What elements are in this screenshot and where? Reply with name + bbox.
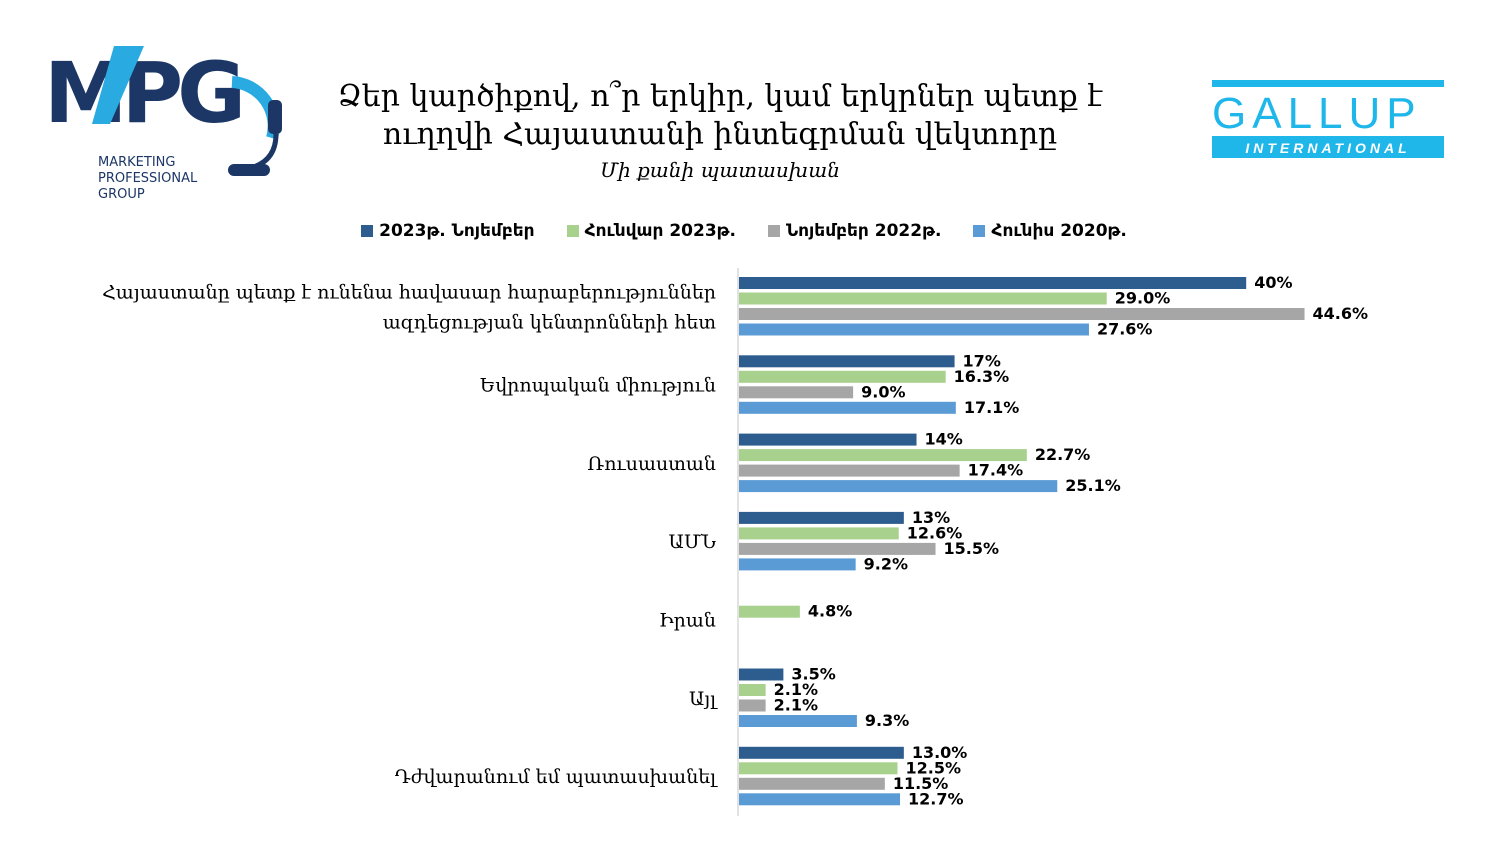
bar — [739, 777, 885, 790]
data-label: 14% — [925, 430, 963, 449]
bar — [739, 308, 1305, 320]
data-label: 9.3% — [865, 711, 909, 730]
category-label: Այլ — [689, 688, 718, 710]
bar — [739, 699, 766, 712]
chart-subtitle: Մի քանի պատասխան — [600, 158, 840, 182]
legend-item: 2023թ. Նոյեմբեր — [361, 221, 535, 241]
bar — [739, 370, 946, 383]
legend-label: Նոյեմբեր 2022թ. — [785, 221, 942, 241]
data-label: 4.8% — [808, 602, 852, 621]
bar — [739, 433, 917, 446]
bar — [739, 762, 898, 775]
chart-title-line-2: ուղղվի Հայաստանի ինտեգրման վեկտորը — [382, 117, 1058, 152]
legend-label: Հունիս 2020թ. — [991, 221, 1127, 241]
data-label: 29.0% — [1115, 289, 1171, 308]
legend-item: Հունվար 2023թ. — [566, 221, 736, 241]
legend-item: Հունիս 2020թ. — [973, 221, 1127, 241]
data-label: 40% — [1254, 273, 1292, 292]
bar — [739, 323, 1089, 336]
mpg-logo: MPG MARKETING PROFESSIONAL GROUP — [44, 44, 282, 202]
data-label: 12.6% — [907, 523, 963, 542]
data-label: 17.4% — [968, 461, 1024, 480]
legend-swatch — [361, 225, 374, 237]
mpg-line-1: MARKETING — [98, 155, 175, 170]
category-label: Հայաստանը պետք է ունենա հավասար հարաբերո… — [102, 281, 716, 303]
data-label: 25.1% — [1065, 476, 1121, 495]
legend-label: Հունվար 2023թ. — [584, 221, 736, 241]
data-label: 9.2% — [864, 554, 908, 573]
data-label: 13% — [912, 508, 950, 527]
bar — [739, 511, 904, 524]
data-label: 9.0% — [861, 382, 905, 401]
data-label: 22.7% — [1035, 445, 1091, 464]
chart-title-block: Ձեր կարծիքով, ո՞ր երկիր, կամ երկրներ պետ… — [300, 78, 1140, 184]
data-label: 2.1% — [774, 696, 818, 715]
bar — [739, 464, 960, 477]
legend-item: Նոյեմբեր 2022թ. — [767, 221, 942, 241]
chart-title-line-1: Ձեր կարծիքով, ո՞ր երկիր, կամ երկրներ պետ… — [337, 79, 1103, 114]
mpg-line-3: GROUP — [98, 187, 145, 202]
bar — [739, 793, 901, 806]
data-label: 2.1% — [774, 680, 818, 699]
bar — [739, 401, 956, 414]
bar — [739, 386, 854, 399]
legend-swatch — [566, 225, 579, 237]
data-label: 12.7% — [908, 789, 964, 808]
gallup-logo-mark: GALLUP — [1212, 89, 1422, 138]
data-label: 3.5% — [791, 665, 835, 684]
bar — [739, 480, 1058, 493]
data-label: 16.3% — [954, 367, 1010, 386]
bar — [739, 355, 955, 368]
bar — [739, 527, 899, 540]
mpg-line-2: PROFESSIONAL — [98, 171, 198, 186]
bar — [739, 558, 856, 571]
bar — [739, 292, 1107, 305]
legend-label: 2023թ. Նոյեմբեր — [379, 221, 535, 241]
data-label: 11.5% — [893, 774, 949, 793]
bar — [739, 605, 800, 618]
chart-legend: 2023թ. Նոյեմբեր Հունվար 2023թ. Նոյեմբեր … — [0, 221, 1488, 241]
bar — [739, 668, 784, 681]
bar — [739, 542, 936, 555]
legend-swatch — [767, 225, 780, 237]
bar — [739, 449, 1027, 462]
data-label: 17.1% — [964, 398, 1020, 417]
bar — [739, 277, 1247, 289]
category-label: Դժվարանում եմ պատասխանել — [395, 766, 719, 788]
legend-swatch — [973, 225, 986, 237]
bar — [739, 715, 857, 727]
mpg-check-mark — [92, 46, 144, 124]
category-label: ազդեցության կենտրոնների հետ — [383, 311, 717, 333]
data-label: 17% — [963, 351, 1001, 370]
gallup-logo: GALLUP INTERNATIONAL — [1212, 80, 1444, 158]
category-label: Իրան — [659, 609, 716, 631]
gallup-tagline: INTERNATIONAL — [1245, 140, 1410, 156]
category-label: ԱՄՆ — [668, 531, 716, 553]
bar — [739, 746, 904, 759]
data-label: 44.6% — [1313, 304, 1369, 323]
data-label: 13.0% — [912, 743, 968, 762]
data-label: 27.6% — [1097, 320, 1153, 339]
category-label: Եվրոպական միություն — [480, 375, 716, 397]
data-label: 15.5% — [944, 539, 1000, 558]
category-label: Ռուսաստան — [587, 453, 716, 475]
mpg-logo-mark: MPG — [44, 44, 240, 142]
data-label: 12.5% — [906, 758, 962, 777]
bar — [739, 684, 766, 696]
